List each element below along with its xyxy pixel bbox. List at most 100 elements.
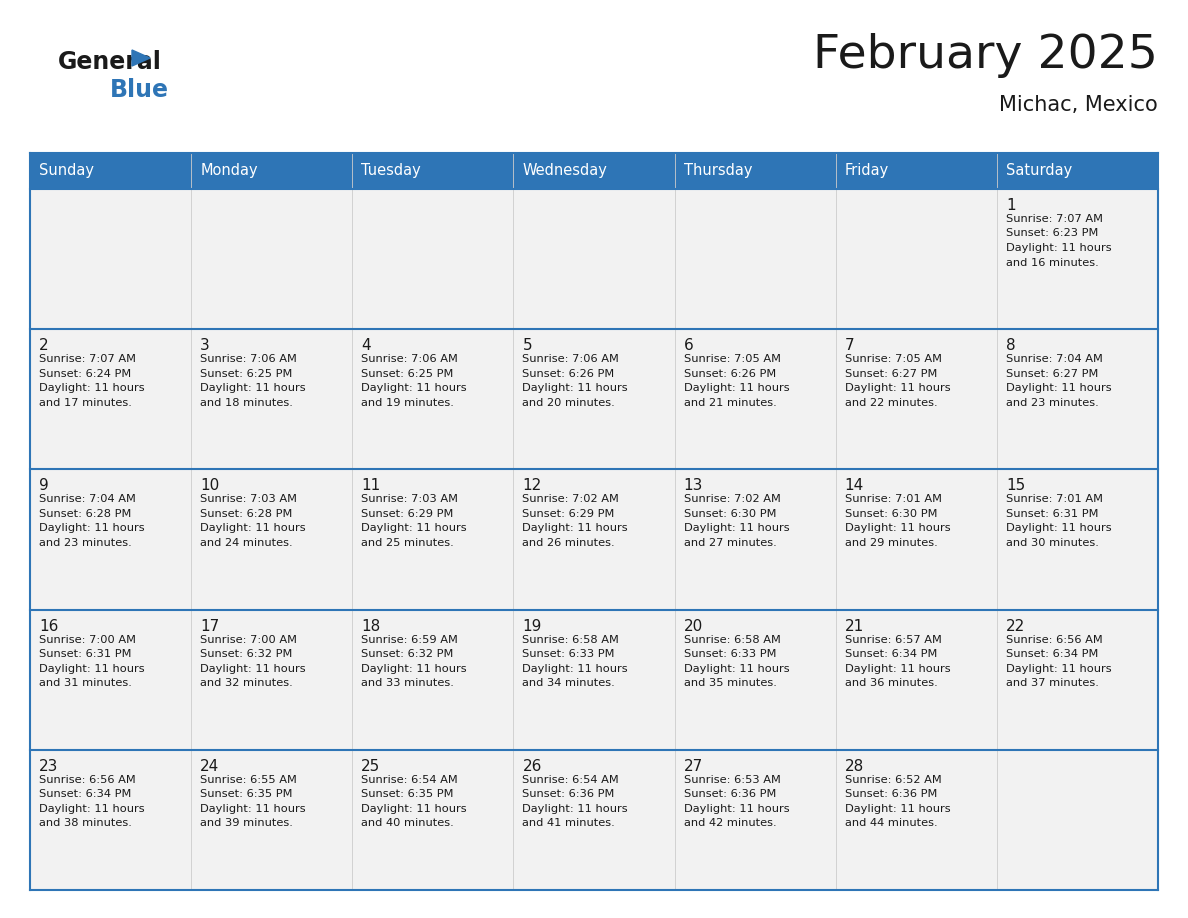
Text: Sunrise: 7:05 AM: Sunrise: 7:05 AM: [845, 354, 942, 364]
Text: Sunset: 6:34 PM: Sunset: 6:34 PM: [1006, 649, 1098, 659]
Bar: [835, 189, 997, 330]
Text: Daylight: 11 hours: Daylight: 11 hours: [361, 664, 467, 674]
Text: Saturday: Saturday: [1006, 163, 1072, 178]
Text: 18: 18: [361, 619, 380, 633]
Text: Sunrise: 7:03 AM: Sunrise: 7:03 AM: [361, 495, 459, 504]
Text: 13: 13: [683, 478, 703, 493]
Text: General: General: [58, 50, 162, 74]
Bar: [997, 750, 1158, 890]
Text: and 36 minutes.: and 36 minutes.: [845, 678, 937, 688]
Text: Sunrise: 7:02 AM: Sunrise: 7:02 AM: [683, 495, 781, 504]
Bar: [191, 153, 353, 189]
Bar: [675, 189, 835, 330]
Text: and 22 minutes.: and 22 minutes.: [845, 397, 937, 408]
Polygon shape: [132, 50, 150, 66]
Bar: [675, 610, 835, 750]
Text: Daylight: 11 hours: Daylight: 11 hours: [845, 804, 950, 813]
Text: Sunset: 6:26 PM: Sunset: 6:26 PM: [523, 369, 614, 379]
Text: Sunrise: 7:00 AM: Sunrise: 7:00 AM: [39, 634, 135, 644]
Text: Sunrise: 7:01 AM: Sunrise: 7:01 AM: [1006, 495, 1102, 504]
Bar: [30, 469, 191, 610]
Text: and 21 minutes.: and 21 minutes.: [683, 397, 776, 408]
Bar: [513, 610, 675, 750]
Text: 26: 26: [523, 759, 542, 774]
Text: 15: 15: [1006, 478, 1025, 493]
Bar: [191, 189, 353, 330]
Text: Daylight: 11 hours: Daylight: 11 hours: [1006, 383, 1112, 393]
Text: 5: 5: [523, 338, 532, 353]
Text: and 23 minutes.: and 23 minutes.: [1006, 397, 1099, 408]
Text: 20: 20: [683, 619, 703, 633]
Text: Sunset: 6:27 PM: Sunset: 6:27 PM: [1006, 369, 1098, 379]
Text: Tuesday: Tuesday: [361, 163, 421, 178]
Bar: [835, 469, 997, 610]
Text: Sunset: 6:35 PM: Sunset: 6:35 PM: [200, 789, 292, 800]
Text: and 41 minutes.: and 41 minutes.: [523, 818, 615, 828]
Text: Sunset: 6:33 PM: Sunset: 6:33 PM: [523, 649, 615, 659]
Bar: [353, 610, 513, 750]
Text: Sunset: 6:28 PM: Sunset: 6:28 PM: [39, 509, 132, 519]
Bar: [675, 330, 835, 469]
Text: and 32 minutes.: and 32 minutes.: [200, 678, 293, 688]
Bar: [353, 189, 513, 330]
Bar: [835, 750, 997, 890]
Text: Daylight: 11 hours: Daylight: 11 hours: [845, 523, 950, 533]
Text: Daylight: 11 hours: Daylight: 11 hours: [845, 383, 950, 393]
Bar: [835, 330, 997, 469]
Bar: [30, 330, 191, 469]
Bar: [191, 750, 353, 890]
Text: Monday: Monday: [200, 163, 258, 178]
Text: and 33 minutes.: and 33 minutes.: [361, 678, 454, 688]
Text: Sunrise: 7:02 AM: Sunrise: 7:02 AM: [523, 495, 619, 504]
Bar: [191, 610, 353, 750]
Text: and 18 minutes.: and 18 minutes.: [200, 397, 293, 408]
Text: and 34 minutes.: and 34 minutes.: [523, 678, 615, 688]
Text: 14: 14: [845, 478, 864, 493]
Text: 8: 8: [1006, 338, 1016, 353]
Text: Daylight: 11 hours: Daylight: 11 hours: [523, 383, 628, 393]
Text: and 39 minutes.: and 39 minutes.: [200, 818, 293, 828]
Bar: [835, 153, 997, 189]
Bar: [997, 153, 1158, 189]
Text: Sunrise: 6:59 AM: Sunrise: 6:59 AM: [361, 634, 459, 644]
Bar: [30, 153, 191, 189]
Text: Daylight: 11 hours: Daylight: 11 hours: [683, 523, 789, 533]
Text: Sunrise: 7:03 AM: Sunrise: 7:03 AM: [200, 495, 297, 504]
Text: Sunrise: 6:52 AM: Sunrise: 6:52 AM: [845, 775, 941, 785]
Text: Thursday: Thursday: [683, 163, 752, 178]
Bar: [353, 750, 513, 890]
Text: Daylight: 11 hours: Daylight: 11 hours: [683, 664, 789, 674]
Text: and 24 minutes.: and 24 minutes.: [200, 538, 292, 548]
Text: Michac, Mexico: Michac, Mexico: [999, 95, 1158, 115]
Text: Sunset: 6:32 PM: Sunset: 6:32 PM: [361, 649, 454, 659]
Text: Wednesday: Wednesday: [523, 163, 607, 178]
Text: Sunset: 6:36 PM: Sunset: 6:36 PM: [845, 789, 937, 800]
Bar: [835, 610, 997, 750]
Text: Daylight: 11 hours: Daylight: 11 hours: [683, 804, 789, 813]
Bar: [191, 330, 353, 469]
Text: Daylight: 11 hours: Daylight: 11 hours: [523, 804, 628, 813]
Text: Sunset: 6:36 PM: Sunset: 6:36 PM: [683, 789, 776, 800]
Text: Sunrise: 7:05 AM: Sunrise: 7:05 AM: [683, 354, 781, 364]
Text: 7: 7: [845, 338, 854, 353]
Text: and 26 minutes.: and 26 minutes.: [523, 538, 615, 548]
Bar: [997, 330, 1158, 469]
Text: Sunset: 6:26 PM: Sunset: 6:26 PM: [683, 369, 776, 379]
Text: Sunrise: 7:06 AM: Sunrise: 7:06 AM: [361, 354, 459, 364]
Text: Sunset: 6:29 PM: Sunset: 6:29 PM: [523, 509, 615, 519]
Bar: [675, 153, 835, 189]
Bar: [353, 330, 513, 469]
Text: 21: 21: [845, 619, 864, 633]
Text: Sunday: Sunday: [39, 163, 94, 178]
Text: Daylight: 11 hours: Daylight: 11 hours: [523, 523, 628, 533]
Text: Daylight: 11 hours: Daylight: 11 hours: [523, 664, 628, 674]
Text: 10: 10: [200, 478, 220, 493]
Text: and 29 minutes.: and 29 minutes.: [845, 538, 937, 548]
Text: Sunset: 6:25 PM: Sunset: 6:25 PM: [361, 369, 454, 379]
Text: Sunset: 6:34 PM: Sunset: 6:34 PM: [845, 649, 937, 659]
Text: Sunset: 6:23 PM: Sunset: 6:23 PM: [1006, 229, 1098, 239]
Text: Sunrise: 7:06 AM: Sunrise: 7:06 AM: [523, 354, 619, 364]
Text: Sunrise: 6:58 AM: Sunrise: 6:58 AM: [523, 634, 619, 644]
Text: Sunrise: 7:01 AM: Sunrise: 7:01 AM: [845, 495, 942, 504]
Text: Daylight: 11 hours: Daylight: 11 hours: [39, 523, 145, 533]
